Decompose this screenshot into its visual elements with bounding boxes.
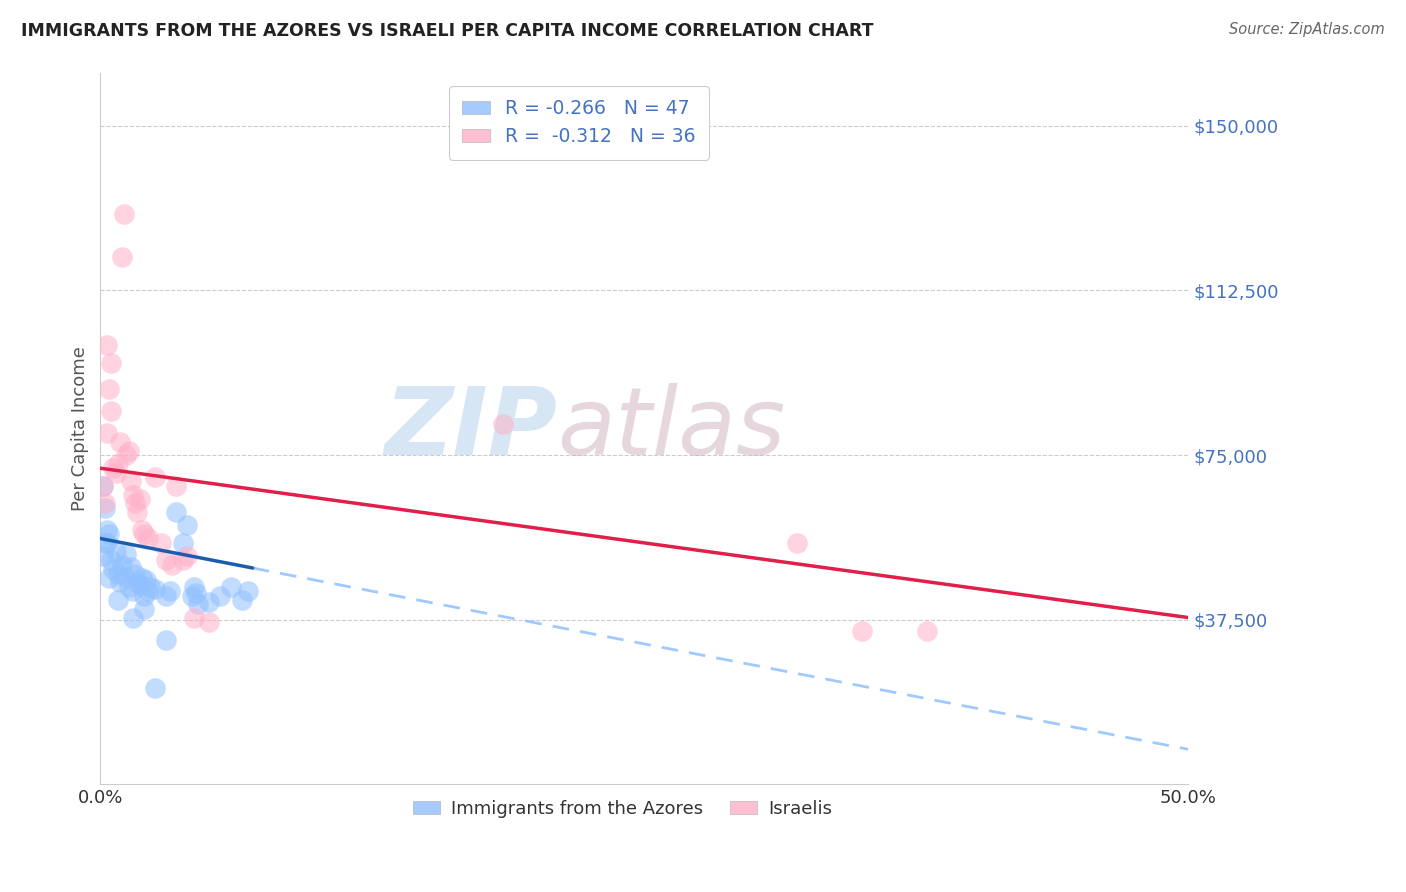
Y-axis label: Per Capita Income: Per Capita Income bbox=[72, 346, 89, 511]
Point bbox=[159, 584, 181, 599]
Point bbox=[150, 536, 173, 550]
Point bbox=[184, 586, 207, 600]
Point bbox=[98, 527, 121, 541]
Point bbox=[166, 479, 188, 493]
Point bbox=[198, 615, 221, 629]
Text: ZIP: ZIP bbox=[384, 383, 557, 475]
Point bbox=[176, 549, 198, 563]
Point bbox=[100, 404, 122, 418]
Point bbox=[155, 553, 177, 567]
Point bbox=[117, 443, 139, 458]
Point bbox=[143, 681, 166, 695]
Point bbox=[103, 461, 125, 475]
Point bbox=[107, 566, 129, 581]
Point bbox=[111, 558, 134, 572]
Point bbox=[143, 582, 166, 596]
Point bbox=[124, 496, 146, 510]
Point bbox=[107, 457, 129, 471]
Point bbox=[915, 624, 938, 638]
Point bbox=[131, 523, 153, 537]
Point bbox=[100, 553, 122, 567]
Point bbox=[96, 523, 118, 537]
Point bbox=[91, 479, 114, 493]
Point bbox=[115, 547, 138, 561]
Point bbox=[183, 580, 205, 594]
Point bbox=[172, 536, 194, 550]
Point bbox=[112, 206, 135, 220]
Point bbox=[108, 434, 131, 449]
Point bbox=[198, 595, 221, 609]
Point bbox=[131, 571, 153, 585]
Point bbox=[492, 417, 515, 432]
Point bbox=[128, 577, 150, 591]
Point bbox=[120, 560, 142, 574]
Point bbox=[104, 466, 127, 480]
Point bbox=[139, 580, 162, 594]
Point bbox=[136, 584, 159, 599]
Point bbox=[219, 580, 242, 594]
Point bbox=[108, 575, 131, 590]
Point bbox=[111, 251, 134, 265]
Point bbox=[93, 496, 115, 510]
Point bbox=[120, 475, 142, 489]
Point bbox=[100, 356, 122, 370]
Legend: Immigrants from the Azores, Israelis: Immigrants from the Azores, Israelis bbox=[406, 793, 839, 825]
Point bbox=[132, 527, 155, 541]
Point bbox=[96, 338, 118, 352]
Point bbox=[93, 500, 115, 515]
Point bbox=[96, 426, 118, 441]
Point bbox=[91, 479, 114, 493]
Point bbox=[786, 536, 808, 550]
Point bbox=[122, 610, 145, 624]
Point bbox=[160, 558, 183, 572]
Point bbox=[136, 532, 159, 546]
Point bbox=[91, 549, 114, 563]
Point bbox=[112, 569, 135, 583]
Point bbox=[132, 601, 155, 615]
Point bbox=[93, 536, 115, 550]
Point bbox=[127, 575, 149, 590]
Point bbox=[127, 505, 149, 519]
Point bbox=[132, 589, 155, 603]
Point bbox=[122, 487, 145, 501]
Point bbox=[122, 584, 145, 599]
Point bbox=[208, 589, 231, 603]
Point bbox=[96, 536, 118, 550]
Point bbox=[135, 573, 157, 587]
Point bbox=[851, 624, 873, 638]
Point bbox=[172, 553, 194, 567]
Point bbox=[183, 610, 205, 624]
Text: atlas: atlas bbox=[557, 384, 786, 475]
Point bbox=[98, 382, 121, 396]
Point bbox=[143, 470, 166, 484]
Point bbox=[176, 518, 198, 533]
Point bbox=[115, 448, 138, 462]
Text: Source: ZipAtlas.com: Source: ZipAtlas.com bbox=[1229, 22, 1385, 37]
Point bbox=[107, 593, 129, 607]
Point bbox=[187, 598, 209, 612]
Point bbox=[117, 580, 139, 594]
Point bbox=[155, 632, 177, 647]
Point bbox=[98, 571, 121, 585]
Point bbox=[155, 589, 177, 603]
Point bbox=[128, 491, 150, 506]
Text: IMMIGRANTS FROM THE AZORES VS ISRAELI PER CAPITA INCOME CORRELATION CHART: IMMIGRANTS FROM THE AZORES VS ISRAELI PE… bbox=[21, 22, 873, 40]
Point bbox=[104, 544, 127, 558]
Point bbox=[124, 566, 146, 581]
Point bbox=[231, 593, 253, 607]
Point bbox=[103, 562, 125, 576]
Point bbox=[238, 584, 260, 599]
Point bbox=[180, 589, 202, 603]
Point bbox=[166, 505, 188, 519]
